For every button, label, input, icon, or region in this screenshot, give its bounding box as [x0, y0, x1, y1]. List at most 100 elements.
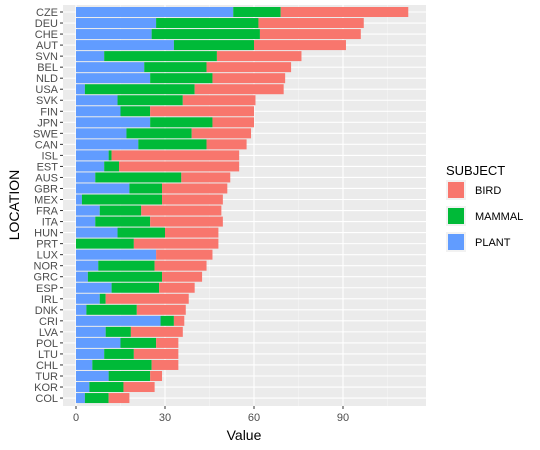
bar-segment-mammal — [98, 260, 155, 271]
bar-segment-mammal — [111, 282, 160, 293]
bar-segment-bird — [130, 326, 183, 337]
bar-segment-bird — [159, 282, 195, 293]
bar-segment-bird — [206, 139, 247, 150]
bar-segment-bird — [111, 150, 240, 161]
bar-segment-mammal — [104, 51, 217, 62]
bar-segment-mammal — [151, 29, 260, 40]
y-tick-label: CAN — [35, 139, 58, 151]
x-tick-label: 90 — [337, 412, 349, 424]
bar-segment-bird — [191, 128, 252, 139]
bar-segment-mammal — [144, 62, 207, 73]
y-tick-label: JPN — [37, 117, 58, 129]
bar-segment-mammal — [95, 172, 182, 183]
y-axis-title: LOCATION — [6, 170, 22, 241]
y-tick-label: CRI — [39, 316, 58, 328]
bar-segment-plant — [76, 183, 130, 194]
bar-segment-bird — [150, 106, 254, 117]
bar-segment-mammal — [84, 393, 109, 404]
bar-segment-bird — [258, 18, 364, 29]
bar-segment-mammal — [117, 227, 165, 238]
bar-segment-mammal — [87, 271, 163, 282]
bar-segment-plant — [76, 282, 112, 293]
bar-segment-plant — [76, 51, 105, 62]
bar-segment-mammal — [108, 370, 151, 381]
legend-title: SUBJECT — [446, 163, 505, 178]
bar-segment-plant — [76, 205, 100, 216]
bar-segment-bird — [182, 95, 256, 106]
bar-segment-bird — [150, 216, 223, 227]
bar-segment-bird — [162, 271, 203, 282]
bar-segment-plant — [76, 161, 105, 172]
x-tick-label: 60 — [248, 412, 260, 424]
bar-segment-bird — [162, 194, 223, 205]
y-tick-label: NLD — [36, 73, 58, 85]
bar-segment-plant — [76, 293, 100, 304]
bar-segment-bird — [151, 359, 179, 370]
legend-label-mammal: MAMMAL — [475, 211, 523, 223]
bar-segment-mammal — [160, 315, 174, 326]
y-tick-label: AUT — [36, 40, 58, 52]
bar-segment-mammal — [129, 183, 163, 194]
bar-segment-mammal — [99, 205, 142, 216]
y-tick-label: COL — [35, 393, 58, 405]
legend-label-plant: PLANT — [475, 237, 511, 249]
legend-items: BIRD MAMMAL PLANT — [446, 180, 523, 252]
bar-segment-bird — [150, 370, 163, 381]
y-tick-label: AUS — [35, 172, 58, 184]
bar-segment-mammal — [99, 293, 106, 304]
bar-segment-plant — [76, 271, 88, 282]
y-tick-label: USA — [35, 84, 58, 96]
y-tick-label: CHL — [36, 360, 58, 372]
bar-segment-mammal — [150, 117, 213, 128]
bar-segment-mammal — [104, 348, 134, 359]
bar-segment-plant — [76, 139, 139, 150]
bar-segment-bird — [181, 172, 231, 183]
bar-segment-plant — [76, 73, 151, 84]
bar-segment-mammal — [120, 337, 157, 348]
legend: SUBJECT BIRD MAMMAL PLANT — [446, 163, 523, 252]
y-tick-label: SVK — [36, 95, 59, 107]
bar-segment-bird — [216, 51, 302, 62]
legend-swatch-plant — [448, 234, 464, 250]
bar-segment-mammal — [104, 161, 120, 172]
x-axis-ticks: 0 30 60 90 — [73, 406, 349, 424]
bar-segment-bird — [162, 183, 228, 194]
bar-segment-bird — [108, 393, 130, 404]
y-tick-label: NOR — [34, 261, 59, 273]
legend-swatch-bird — [448, 182, 464, 198]
bar-segment-bird — [254, 40, 346, 51]
bar-segment-plant — [76, 18, 157, 29]
y-tick-label: KOR — [34, 382, 58, 394]
bar-segment-plant — [76, 393, 85, 404]
y-tick-label: CZE — [36, 7, 58, 19]
bar-segment-bird — [133, 238, 219, 249]
bar-segment-mammal — [173, 40, 254, 51]
y-tick-label: GBR — [34, 183, 58, 195]
bar-segment-mammal — [120, 106, 151, 117]
bar-segment-plant — [76, 304, 87, 315]
y-tick-label: DNK — [35, 305, 59, 317]
bar-segment-plant — [76, 172, 96, 183]
bar-segment-mammal — [233, 7, 281, 17]
y-tick-label: PRT — [36, 239, 58, 251]
y-tick-label: FIN — [40, 106, 58, 118]
bar-segment-mammal — [81, 194, 163, 205]
bar-segment-plant — [76, 7, 234, 17]
y-tick-label: LVA — [39, 327, 59, 339]
bar-segment-plant — [76, 315, 161, 326]
bar-segment-plant — [76, 227, 118, 238]
y-tick-label: CHE — [35, 29, 58, 41]
y-tick-label: BEL — [37, 62, 58, 74]
bar-segment-bird — [141, 205, 222, 216]
y-tick-label: DEU — [35, 18, 58, 30]
bar-segment-mammal — [86, 304, 137, 315]
bar-segment-mammal — [84, 84, 195, 95]
bar-segment-bird — [133, 348, 179, 359]
y-tick-label: SWE — [33, 128, 58, 140]
y-tick-label: ESP — [36, 283, 58, 295]
bar-segment-plant — [76, 150, 109, 161]
legend-label-bird: BIRD — [475, 185, 501, 197]
y-tick-label: HUN — [34, 228, 58, 240]
bar-segment-bird — [105, 293, 189, 304]
